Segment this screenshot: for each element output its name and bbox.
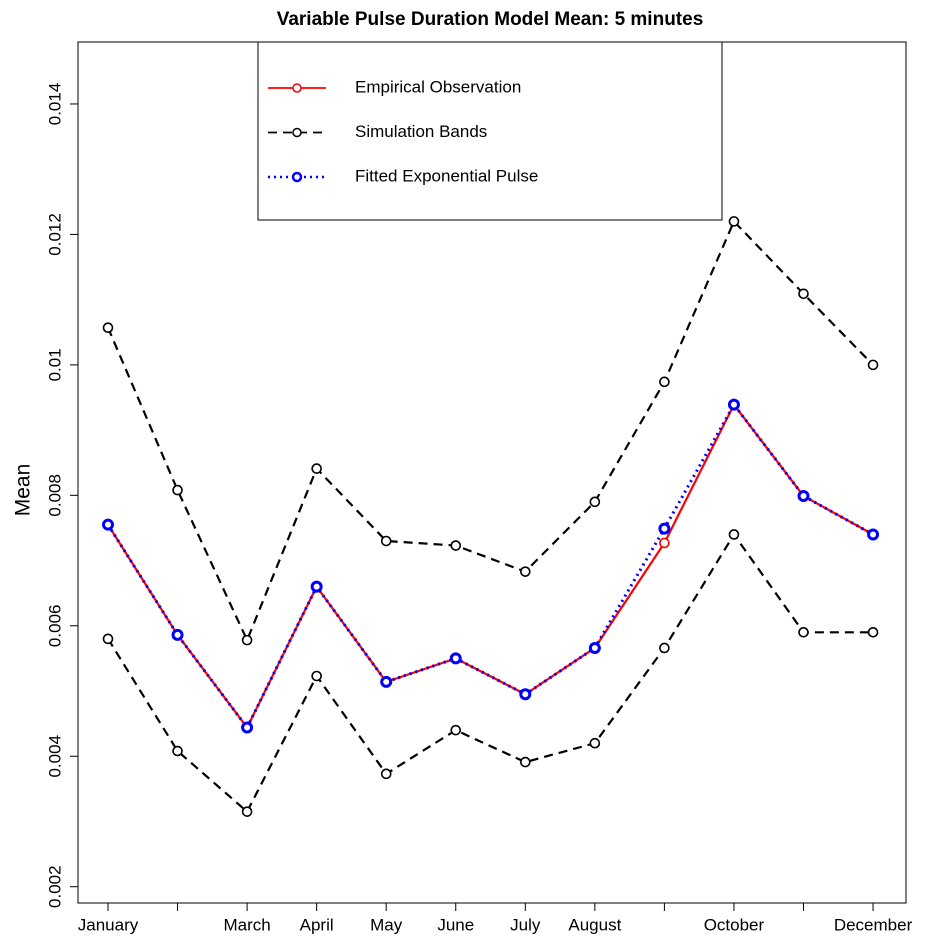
series-line: [107, 532, 874, 814]
point: [519, 756, 531, 768]
chart-title: Variable Pulse Duration Model Mean: 5 mi…: [277, 9, 704, 30]
legend-label: Fitted Exponential Pulse: [355, 166, 538, 185]
y-tick-label: 0.012: [45, 213, 64, 256]
point: [241, 634, 253, 646]
x-tick-label: March: [223, 915, 270, 934]
point: [867, 359, 879, 371]
point: [102, 518, 114, 531]
point: [658, 522, 671, 535]
legend-marker: [292, 127, 302, 138]
series-line: [106, 219, 874, 643]
point: [728, 216, 740, 227]
point: [449, 652, 462, 665]
y-tick-label: 0.014: [45, 83, 64, 126]
y-tick-label: 0.004: [45, 735, 64, 778]
point: [797, 489, 810, 502]
point: [310, 580, 323, 593]
point: [659, 376, 670, 388]
point: [727, 398, 740, 411]
legend-marker: [291, 171, 303, 183]
point: [172, 745, 183, 757]
point: [380, 768, 392, 780]
point: [659, 642, 670, 654]
point: [728, 529, 740, 540]
series-line: [107, 402, 874, 730]
point: [172, 484, 183, 496]
y-tick-label: 0.008: [45, 474, 64, 517]
point: [588, 641, 601, 654]
x-tick-label: May: [370, 915, 403, 934]
x-tick-label: January: [78, 915, 139, 934]
point: [380, 675, 393, 688]
x-tick-label: April: [300, 915, 334, 934]
x-tick-label: June: [437, 915, 474, 934]
point: [589, 737, 601, 749]
series-line: [106, 401, 874, 731]
x-tick-label: December: [834, 915, 913, 934]
point: [519, 688, 532, 701]
point: [241, 806, 253, 817]
point: [241, 721, 254, 734]
point: [450, 540, 462, 551]
point: [311, 463, 322, 474]
x-tick-label: July: [510, 915, 541, 934]
point: [102, 322, 114, 333]
point: [589, 496, 601, 508]
point: [867, 627, 879, 638]
point: [450, 724, 462, 736]
y-tick-label: 0.01: [45, 348, 64, 381]
y-axis-label: Mean: [12, 464, 35, 517]
x-tick-label: October: [704, 915, 765, 934]
point: [102, 633, 114, 645]
point: [659, 537, 670, 549]
point: [311, 670, 322, 682]
point: [519, 566, 531, 577]
point: [798, 627, 809, 638]
point: [798, 288, 809, 300]
y-tick-label: 0.006: [45, 605, 64, 648]
point: [867, 528, 880, 541]
x-tick-label: August: [568, 915, 621, 934]
y-tick-label: 0.002: [45, 865, 64, 908]
legend-box: [257, 41, 723, 221]
point: [171, 628, 184, 641]
legend-label: Simulation Bands: [355, 122, 487, 141]
point: [380, 535, 392, 547]
legend-label: Empirical Observation: [355, 77, 521, 96]
legend-marker: [292, 83, 302, 93]
